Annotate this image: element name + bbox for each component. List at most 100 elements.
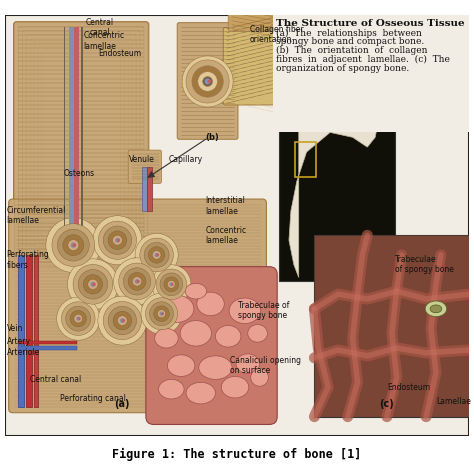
Text: Vein: Vein bbox=[7, 324, 23, 333]
Bar bbox=[142, 167, 147, 211]
Ellipse shape bbox=[159, 379, 184, 399]
Circle shape bbox=[154, 306, 169, 321]
Circle shape bbox=[103, 226, 132, 254]
FancyBboxPatch shape bbox=[14, 22, 149, 268]
Ellipse shape bbox=[199, 356, 232, 379]
Text: Interstitial
lamellae: Interstitial lamellae bbox=[206, 196, 246, 216]
FancyBboxPatch shape bbox=[228, 0, 276, 32]
Circle shape bbox=[135, 233, 178, 277]
FancyBboxPatch shape bbox=[128, 150, 162, 183]
Circle shape bbox=[148, 247, 165, 263]
Text: Figure 1: The structure of bone [1]: Figure 1: The structure of bone [1] bbox=[112, 448, 362, 461]
Ellipse shape bbox=[221, 377, 249, 398]
Circle shape bbox=[160, 273, 182, 296]
Ellipse shape bbox=[248, 325, 267, 342]
Text: (b)  The  orientation  of  collagen: (b) The orientation of collagen bbox=[276, 46, 428, 55]
Circle shape bbox=[113, 258, 161, 305]
Text: Perforating
fibers: Perforating fibers bbox=[7, 250, 49, 270]
Bar bbox=[314, 235, 469, 417]
Circle shape bbox=[137, 280, 140, 283]
Bar bbox=[74, 27, 79, 262]
Circle shape bbox=[198, 72, 218, 91]
Bar bbox=[81, 27, 83, 262]
Text: Canaliculi opening
on surface: Canaliculi opening on surface bbox=[230, 356, 301, 375]
Circle shape bbox=[132, 277, 142, 286]
Text: (c): (c) bbox=[380, 399, 394, 409]
Circle shape bbox=[156, 253, 159, 256]
Circle shape bbox=[157, 310, 165, 318]
Circle shape bbox=[150, 302, 173, 326]
Bar bbox=[64, 27, 65, 262]
Circle shape bbox=[63, 235, 84, 256]
Circle shape bbox=[78, 270, 108, 299]
Bar bbox=[18, 346, 77, 350]
Circle shape bbox=[67, 259, 118, 310]
Text: spongy bone and compact bone.: spongy bone and compact bone. bbox=[276, 37, 424, 47]
Circle shape bbox=[155, 253, 159, 257]
Circle shape bbox=[62, 302, 95, 335]
Circle shape bbox=[164, 277, 179, 292]
Circle shape bbox=[208, 80, 211, 83]
Bar bbox=[295, 142, 316, 177]
Circle shape bbox=[68, 239, 79, 251]
Text: Venule: Venule bbox=[129, 155, 155, 164]
Circle shape bbox=[186, 60, 229, 103]
Circle shape bbox=[52, 224, 95, 266]
FancyBboxPatch shape bbox=[9, 199, 266, 413]
Circle shape bbox=[71, 242, 76, 248]
Ellipse shape bbox=[185, 283, 207, 299]
Circle shape bbox=[141, 293, 182, 334]
Circle shape bbox=[144, 242, 169, 267]
Circle shape bbox=[161, 312, 164, 315]
Circle shape bbox=[92, 283, 96, 286]
Circle shape bbox=[192, 66, 223, 97]
Ellipse shape bbox=[155, 328, 178, 348]
Text: Osteons: Osteons bbox=[64, 169, 95, 179]
Polygon shape bbox=[289, 27, 379, 278]
Ellipse shape bbox=[167, 355, 195, 377]
Circle shape bbox=[98, 221, 137, 259]
Bar bbox=[26, 255, 32, 407]
Circle shape bbox=[159, 312, 164, 316]
Circle shape bbox=[123, 268, 151, 295]
Text: Capillary: Capillary bbox=[168, 155, 202, 164]
Circle shape bbox=[74, 314, 82, 323]
Circle shape bbox=[78, 317, 81, 320]
Circle shape bbox=[118, 263, 155, 300]
Text: The Structure of Osseous Tissue: The Structure of Osseous Tissue bbox=[276, 19, 465, 28]
Circle shape bbox=[113, 311, 132, 330]
Circle shape bbox=[115, 238, 120, 243]
Circle shape bbox=[73, 243, 76, 247]
Ellipse shape bbox=[197, 292, 224, 316]
Circle shape bbox=[108, 306, 137, 335]
Circle shape bbox=[103, 301, 141, 340]
Circle shape bbox=[182, 56, 233, 107]
Circle shape bbox=[91, 282, 95, 287]
Circle shape bbox=[108, 231, 127, 250]
Text: Concentric
lamellae: Concentric lamellae bbox=[83, 32, 124, 51]
Text: Arteriole: Arteriole bbox=[7, 348, 40, 358]
Text: Trabeculae of
spongy bone: Trabeculae of spongy bone bbox=[238, 301, 289, 320]
Text: Lamellae: Lamellae bbox=[436, 398, 471, 406]
Circle shape bbox=[88, 279, 98, 289]
Ellipse shape bbox=[180, 320, 211, 346]
Circle shape bbox=[205, 79, 210, 85]
Text: Circumferential
lamellae: Circumferential lamellae bbox=[7, 206, 66, 226]
Ellipse shape bbox=[229, 298, 261, 324]
Circle shape bbox=[83, 275, 103, 294]
Circle shape bbox=[140, 238, 173, 272]
Circle shape bbox=[152, 265, 191, 304]
Text: (b): (b) bbox=[206, 133, 219, 142]
Circle shape bbox=[122, 319, 125, 322]
Circle shape bbox=[98, 296, 147, 345]
Text: Endosteum: Endosteum bbox=[387, 383, 430, 392]
Ellipse shape bbox=[186, 382, 216, 404]
FancyBboxPatch shape bbox=[177, 23, 238, 140]
Text: Concentric
lamellae: Concentric lamellae bbox=[206, 226, 247, 245]
Bar bbox=[34, 255, 38, 407]
Circle shape bbox=[320, 46, 356, 81]
Ellipse shape bbox=[159, 295, 194, 323]
Text: organization of spongy bone.: organization of spongy bone. bbox=[276, 64, 410, 73]
Circle shape bbox=[128, 272, 146, 290]
Circle shape bbox=[118, 316, 127, 326]
